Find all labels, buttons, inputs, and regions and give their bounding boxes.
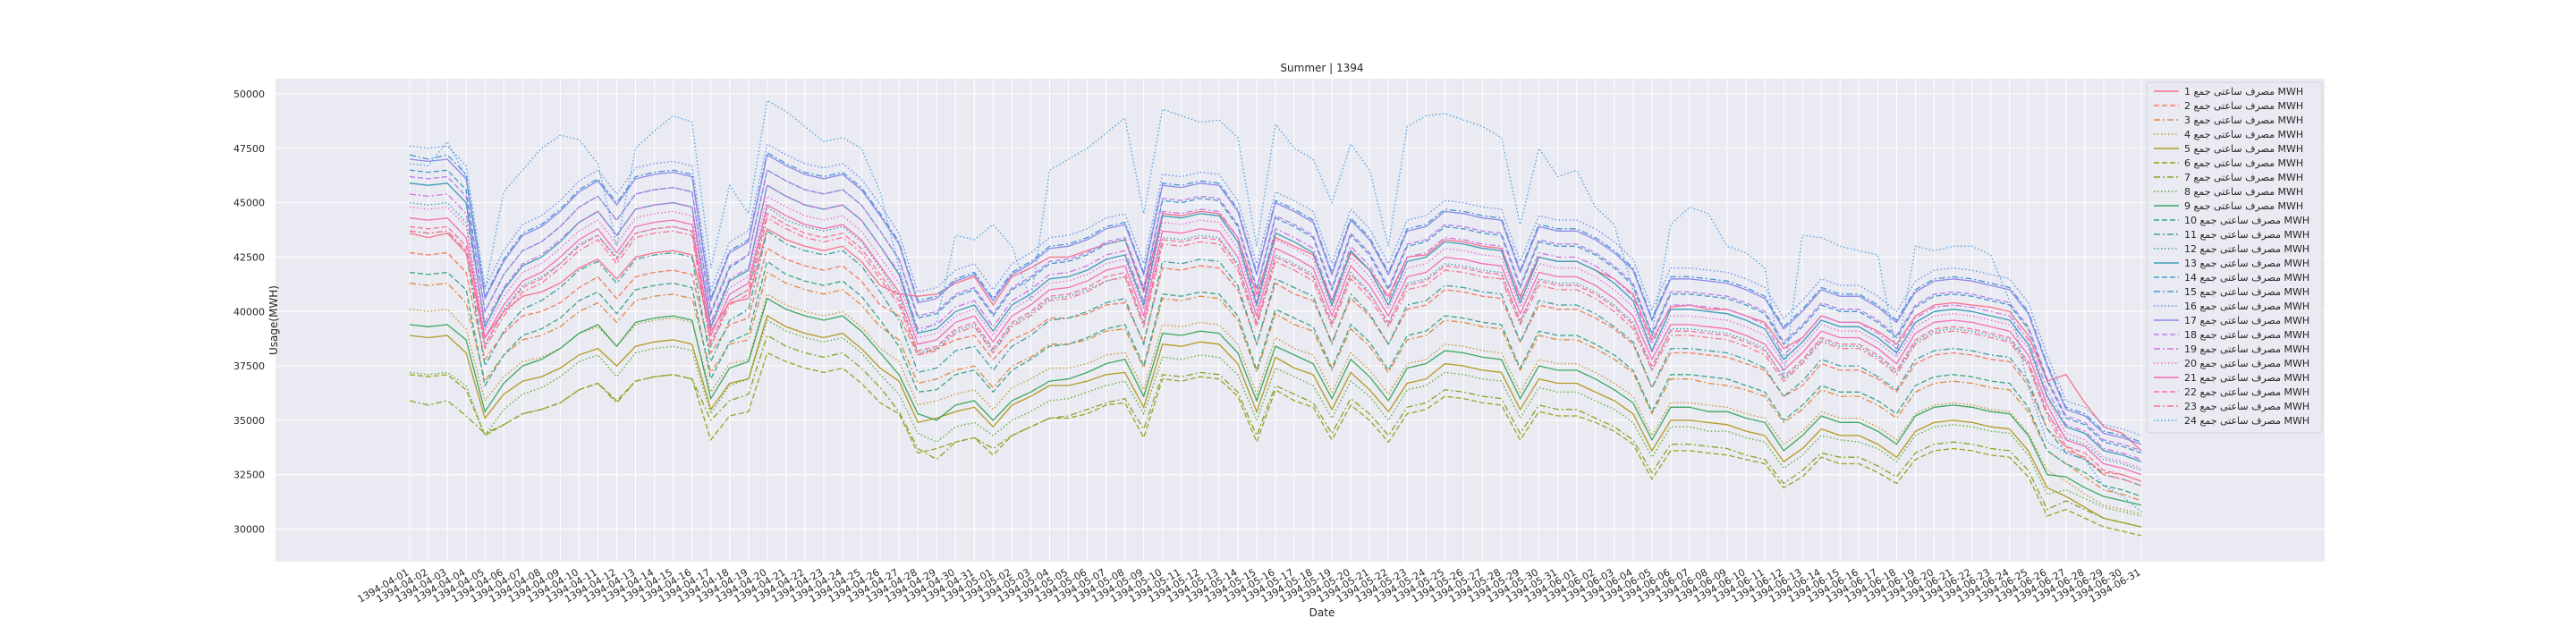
series-line <box>409 315 2142 528</box>
legend-label: مصرف ساعتی جمع 6 MWH <box>2184 157 2303 169</box>
series-line <box>409 154 2142 445</box>
legend-label: مصرف ساعتی جمع 18 MWH <box>2184 329 2309 341</box>
x-axis-label: Date <box>1309 606 1335 619</box>
legend-label: مصرف ساعتی جمع 24 MWH <box>2184 415 2309 427</box>
y-tick-labels: 30000 32500 35000 37500 40000 42500 45000 47500… <box>233 89 265 535</box>
legend-label: مصرف ساعتی جمع 14 MWH <box>2184 272 2309 284</box>
y-tick-label: 30000 <box>233 524 265 536</box>
y-tick-label: 35000 <box>233 415 265 427</box>
y-tick-label: 50000 <box>233 89 265 100</box>
series-line <box>409 230 2142 487</box>
chart-title: Summer | 1394 <box>1280 62 1363 74</box>
y-tick-label: 40000 <box>233 306 265 318</box>
legend-label: مصرف ساعتی جمع 3 MWH <box>2184 114 2303 126</box>
y-tick-label: 47500 <box>233 143 265 155</box>
legend-label: مصرف ساعتی جمع 23 MWH <box>2184 401 2309 412</box>
legend-label: مصرف ساعتی جمع 17 MWH <box>2184 315 2309 326</box>
legend-label: مصرف ساعتی جمع 4 MWH <box>2184 129 2303 140</box>
legend-label: مصرف ساعتی جمع 22 MWH <box>2184 386 2309 398</box>
y-tick-label: 32500 <box>233 470 265 481</box>
legend-label: مصرف ساعتی جمع 19 MWH <box>2184 343 2309 355</box>
legend-label: مصرف ساعتی جمع 21 MWH <box>2184 372 2309 384</box>
legend: مصرف ساعتی جمع 1 MWH مصرف ساعتی جمع 2 MWH… <box>2146 81 2323 434</box>
y-axis-label: Usage(MWH) <box>267 285 280 355</box>
legend-label: مصرف ساعتی جمع 15 MWH <box>2184 286 2309 298</box>
legend-label: مصرف ساعتی جمع 20 MWH <box>2184 358 2309 369</box>
y-tick-label: 42500 <box>233 251 265 263</box>
legend-label: مصرف ساعتی جمع 13 MWH <box>2184 258 2309 269</box>
series-line <box>409 352 2142 537</box>
y-tick-label: 45000 <box>233 198 265 209</box>
legend-label: مصرف ساعتی جمع 11 MWH <box>2184 229 2309 241</box>
legend-label: مصرف ساعتی جمع 16 MWH <box>2184 301 2309 312</box>
y-tick-label: 37500 <box>233 360 265 372</box>
series-line <box>409 169 2142 452</box>
series-lines <box>409 99 2142 537</box>
series-line <box>409 212 2142 482</box>
legend-label: مصرف ساعتی جمع 10 MWH <box>2184 215 2309 226</box>
series-line <box>409 151 2142 443</box>
legend-label: مصرف ساعتی جمع 2 MWH <box>2184 100 2303 112</box>
series-line <box>409 195 2142 470</box>
legend-box <box>2146 81 2323 434</box>
legend-label: مصرف ساعتی جمع 8 MWH <box>2184 186 2303 198</box>
series-line <box>409 184 2142 461</box>
series-line <box>409 204 2142 476</box>
series-line <box>409 297 2142 506</box>
legend-label: مصرف ساعتی جمع 7 MWH <box>2184 172 2303 183</box>
legend-label: مصرف ساعتی جمع 9 MWH <box>2184 200 2303 212</box>
x-tick-labels: 1394-04-011394-04-021394-04-031394-04-04… <box>356 566 2143 605</box>
legend-label: مصرف ساعتی جمع 12 MWH <box>2184 243 2309 255</box>
series-line <box>409 247 2142 482</box>
legend-label: مصرف ساعتی جمع 1 MWH <box>2184 86 2303 97</box>
series-line <box>409 271 2142 502</box>
legend-label: مصرف ساعتی جمع 5 MWH <box>2184 143 2303 155</box>
series-line <box>409 335 2142 528</box>
series-line <box>409 216 2142 487</box>
series-line <box>409 260 2142 497</box>
